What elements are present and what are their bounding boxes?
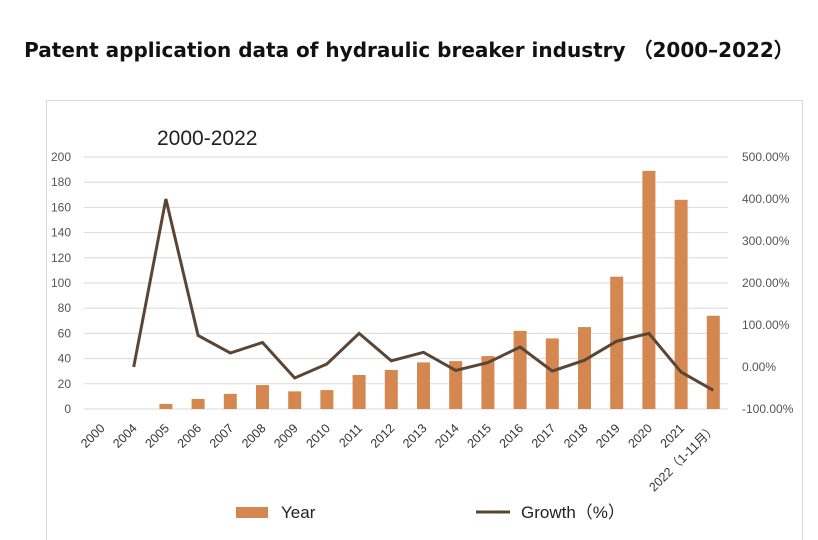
x-tick-label: 2009 xyxy=(271,421,301,451)
y-right-tick-label: 500.00% xyxy=(742,150,790,164)
y-left-tick-label: 20 xyxy=(58,377,72,391)
x-tick-label: 2012 xyxy=(368,421,398,451)
bar xyxy=(578,327,591,409)
right-axis-ticks: -100.00% 0.00% 100.00% 200.00% 300.00% 400.00… xyxy=(742,150,794,416)
y-right-tick-label: 0.00% xyxy=(742,360,776,374)
y-left-tick-label: 100 xyxy=(51,276,71,290)
y-left-tick-label: 140 xyxy=(51,226,71,240)
x-tick-label: 2000 xyxy=(78,421,108,451)
bar xyxy=(674,199,688,409)
y-left-tick-label: 160 xyxy=(51,200,71,214)
chart-subtitle: 2000-2022 xyxy=(157,127,257,150)
x-tick-label: 2018 xyxy=(561,421,591,451)
x-tick-label: 2006 xyxy=(175,421,205,451)
bar xyxy=(417,362,430,409)
bar xyxy=(513,330,527,409)
x-tick-label: 2020 xyxy=(625,421,655,451)
chart-title: Patent application data of hydraulic bre… xyxy=(24,38,794,62)
x-tick-label: 2008 xyxy=(239,421,269,451)
legend-year-swatch xyxy=(236,507,268,518)
x-tick-label: 2017 xyxy=(529,421,559,451)
x-tick-label: 2007 xyxy=(207,421,237,451)
y-right-tick-label: 300.00% xyxy=(742,234,790,248)
y-right-tick-label: 100.00% xyxy=(742,318,790,332)
bar xyxy=(706,315,720,409)
x-tick-label: 2010 xyxy=(303,421,333,451)
bar xyxy=(223,393,237,409)
growth-line xyxy=(132,198,715,392)
bar xyxy=(481,356,495,409)
x-tick-label: 2014 xyxy=(432,421,462,451)
x-axis-ticks: 2000 2004 2005 2006 2007 2008 2009 2010 2011 2012… xyxy=(78,421,719,494)
x-tick-label: 2004 xyxy=(110,421,140,451)
bar xyxy=(352,374,366,409)
growth-line-series xyxy=(132,198,715,392)
y-left-tick-label: 180 xyxy=(51,175,71,189)
chart-frame xyxy=(46,100,803,540)
bar xyxy=(191,398,205,409)
y-left-tick-label: 60 xyxy=(58,326,72,340)
y-right-tick-label: -100.00% xyxy=(742,402,794,416)
bar xyxy=(288,391,302,409)
x-tick-label: 2015 xyxy=(464,421,494,451)
x-tick-label: 2005 xyxy=(142,421,172,451)
y-left-tick-label: 40 xyxy=(58,352,72,366)
x-tick-label: 2016 xyxy=(497,421,527,451)
bar xyxy=(449,361,463,409)
bar xyxy=(320,390,334,409)
x-tick-label: 2011 xyxy=(336,421,365,450)
left-axis-ticks: 0 20 40 60 80 100 120 140 160 180 200 xyxy=(51,150,71,416)
y-left-tick-label: 120 xyxy=(51,251,71,265)
bar xyxy=(642,170,656,409)
y-left-tick-label: 80 xyxy=(58,301,72,315)
x-tick-label: 2019 xyxy=(593,421,623,451)
bar xyxy=(545,338,559,409)
y-right-tick-label: 400.00% xyxy=(742,192,790,206)
y-left-tick-label: 0 xyxy=(64,402,71,416)
x-tick-label: 2021 xyxy=(658,421,688,451)
legend-year-label: Year xyxy=(281,503,316,522)
gridlines xyxy=(84,156,728,410)
y-left-tick-label: 200 xyxy=(51,150,71,164)
bar-series xyxy=(159,170,720,409)
legend-growth-label: Growth（%） xyxy=(521,503,625,522)
bar xyxy=(159,403,173,409)
x-tick-label: 2013 xyxy=(400,421,430,451)
legend: Year Growth（%） xyxy=(236,503,625,522)
y-right-tick-label: 200.00% xyxy=(742,276,790,290)
bar xyxy=(256,385,269,409)
bar xyxy=(384,369,398,409)
